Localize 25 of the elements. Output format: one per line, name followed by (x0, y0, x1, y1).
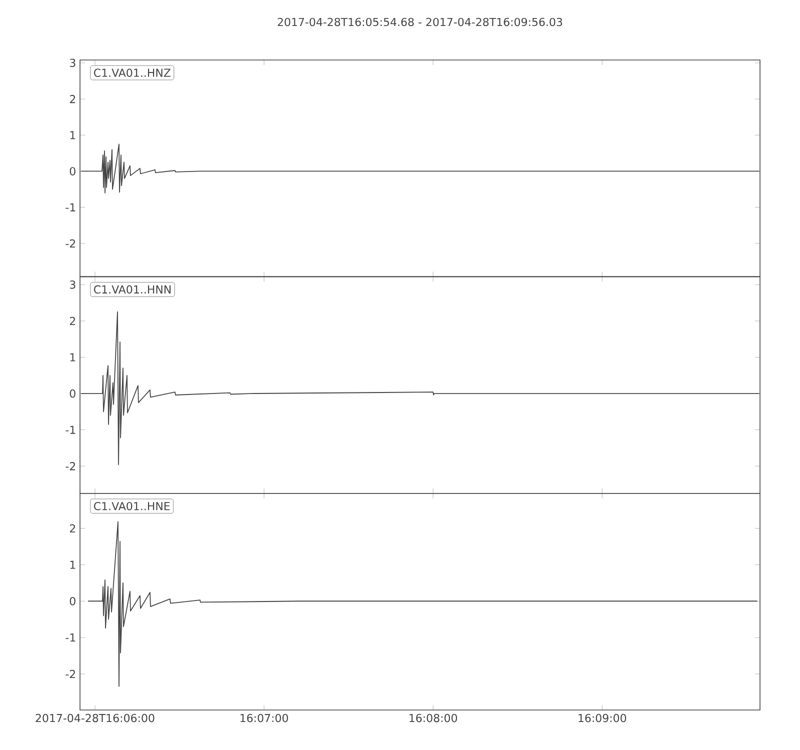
y-tick-label: 1 (70, 131, 76, 140)
y-tick-label: 3 (70, 58, 76, 68)
text: C1.VA01..HNZ (94, 68, 170, 77)
x-tick-label: 16:09:00 (578, 714, 626, 722)
y-tick-label: -2 (66, 239, 76, 248)
y-tick-label: 0 (70, 596, 76, 606)
y-tick-label: 1 (70, 560, 76, 569)
y-tick-label: 3 (70, 280, 76, 289)
y-tick-label: 0 (70, 389, 76, 398)
y-tick-label: -1 (66, 203, 76, 212)
y-tick-label: -2 (66, 462, 76, 470)
chart-title: 2017-04-28T16:05:54.68 - 2017-04-28T16:09:56.03 (278, 18, 562, 26)
y-tick-label: -1 (66, 634, 76, 642)
legend-label: C1.VA01..HNN (94, 285, 171, 294)
x-tick-label: 2017-04-28T16:06:00 (36, 714, 154, 722)
y-tick-label: -1 (66, 426, 76, 434)
y-tick-label: 0 (70, 167, 76, 176)
y-tick-label: 2 (70, 316, 76, 326)
y-tick-label: 1 (70, 353, 76, 362)
y-tick-label: -2 (66, 670, 76, 678)
x-tick-label: 16:07:00 (240, 714, 288, 722)
x-tick-label: 16:08:00 (410, 714, 458, 722)
series-label: C1.VA01..HNE (94, 502, 170, 510)
y-tick-label: 2 (70, 524, 76, 532)
y-tick-label: 2 (70, 94, 76, 104)
